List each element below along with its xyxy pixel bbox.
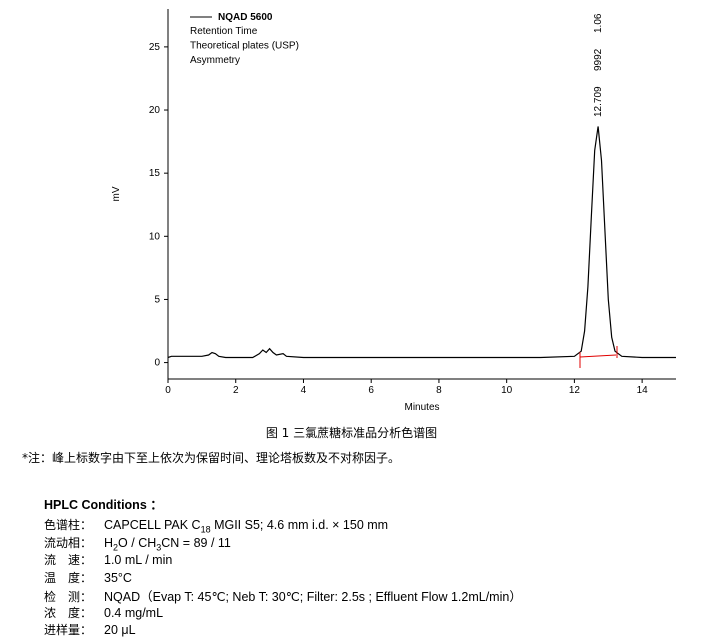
y-tick-label: 5 bbox=[154, 294, 160, 305]
condition-value: 0.4 mg/mL bbox=[104, 605, 164, 620]
x-tick-label: 12 bbox=[569, 385, 581, 396]
condition-value: CAPCELL PAK C bbox=[104, 518, 201, 532]
y-tick-label: 25 bbox=[149, 42, 161, 53]
peak-label: 1.06 bbox=[593, 13, 604, 33]
peak-label: 9992 bbox=[593, 48, 604, 71]
condition-value: 1.0 mL / min bbox=[104, 553, 173, 567]
condition-value: 20 μL bbox=[104, 623, 136, 637]
x-tick-label: 14 bbox=[637, 385, 649, 396]
x-tick-label: 8 bbox=[436, 385, 442, 396]
x-tick-label: 6 bbox=[368, 385, 374, 396]
x-tick-label: 10 bbox=[501, 385, 513, 396]
peak-annotation: 12.709 9992 1.06 bbox=[593, 13, 604, 117]
integration-baseline bbox=[579, 354, 617, 358]
condition-value: CN = 89 / 11 bbox=[161, 535, 231, 550]
peak-label: 12.709 bbox=[593, 86, 604, 117]
condition-value: 35°C bbox=[104, 570, 132, 585]
y-tick-label: 15 bbox=[149, 168, 161, 179]
condition-label: 进样量： bbox=[44, 623, 93, 637]
condition-row: 温 度： 35°C bbox=[44, 569, 522, 587]
trace bbox=[167, 126, 676, 359]
condition-row: 进样量： 20 μL bbox=[44, 621, 522, 639]
condition-value: 18 bbox=[200, 524, 211, 535]
condition-label: 流动相： bbox=[44, 535, 93, 550]
condition-label: 流 速： bbox=[44, 553, 93, 567]
x-tick-label: 4 bbox=[301, 385, 307, 396]
legend-item: Theoretical plates (USP) bbox=[190, 41, 299, 52]
legend-item: Asymmetry bbox=[190, 55, 240, 66]
legend-item: Retention Time bbox=[190, 26, 258, 37]
condition-row: 色谱柱： CAPCELL PAK C18 MGII S5; 4.6 mm i.d.… bbox=[44, 516, 522, 535]
condition-value: NQAD（Evap T: 45℃; Neb T: 30℃; Filter: 2.… bbox=[104, 590, 522, 604]
y-tick-label: 10 bbox=[149, 231, 161, 242]
condition-value: H bbox=[104, 535, 114, 550]
condition-row: 检 测： NQAD（Evap T: 45℃; Neb T: 30℃; Filter… bbox=[44, 586, 522, 604]
caption: 图 1 三氯蔗糖标准品分析色谱图 bbox=[265, 426, 438, 440]
condition-value: MGII S5; 4.6 mm i.d. × 150 mm bbox=[210, 518, 389, 532]
condition-value: O / CH bbox=[118, 535, 157, 550]
y-tick-label: 0 bbox=[154, 358, 160, 369]
condition-label: 检 测： bbox=[44, 590, 93, 604]
note: *注：峰上标数字由下至上依次为保留时间、理论塔板数及不对称因子。 bbox=[22, 451, 401, 465]
condition-label: 色谱柱： bbox=[44, 518, 93, 532]
y-tick-label: 20 bbox=[149, 105, 161, 116]
x-tick-label: 0 bbox=[165, 385, 171, 396]
legend-label: NQAD 5600 bbox=[218, 12, 273, 23]
condition-label: 浓 度： bbox=[44, 605, 93, 620]
x-axis-label: Minutes bbox=[404, 402, 439, 413]
condition-row: 浓 度： 0.4 mg/mL bbox=[44, 604, 522, 622]
x-tick-label: 2 bbox=[233, 385, 239, 396]
conditions: HPLC Conditions ： 色谱柱： CAPCELL PAK C18 MG… bbox=[44, 494, 522, 639]
chart: 0 5 10 15 20 25 0 2 4 6 8 10 12 14 Minutes mV NQAD 5600 R… bbox=[111, 9, 676, 413]
condition-value: 2 bbox=[113, 542, 119, 552]
conditions-title: HPLC Conditions ： bbox=[44, 498, 163, 512]
condition-label: 温 度： bbox=[44, 570, 93, 585]
y-axis-label: mV bbox=[111, 186, 122, 201]
condition-row: 流 速： 1.0 mL / min bbox=[44, 551, 522, 569]
condition-row: 流动相： H2O / CH3CN = 89 / 11 bbox=[44, 534, 522, 553]
condition-value: 3 bbox=[156, 542, 162, 552]
